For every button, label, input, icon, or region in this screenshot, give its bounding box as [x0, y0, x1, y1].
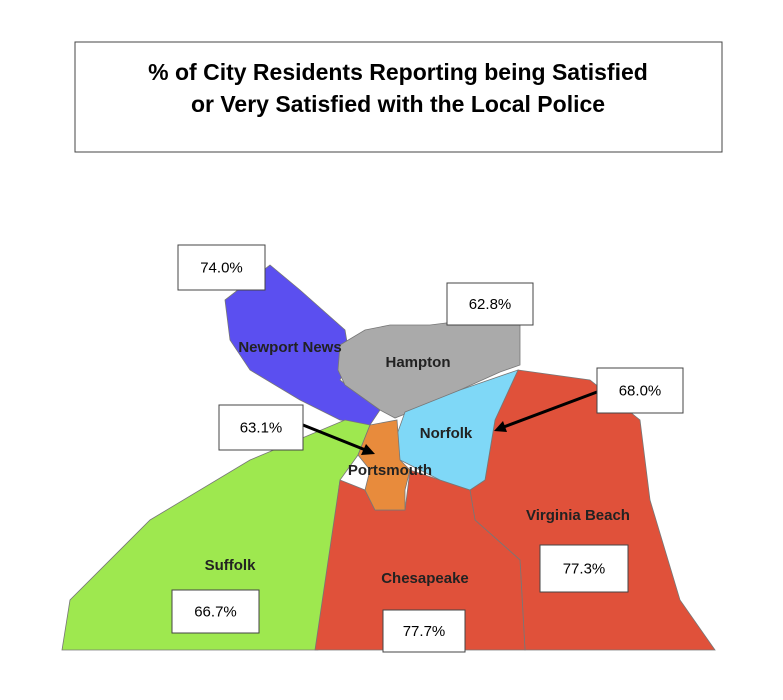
region-name: Suffolk: [205, 557, 256, 574]
region-value: 77.7%: [403, 623, 446, 640]
region-value: 62.8%: [469, 296, 512, 313]
region-shape: [357, 419, 411, 511]
regions: [61, 264, 716, 651]
arrowhead: [494, 421, 507, 432]
region-name: Norfolk: [420, 425, 473, 442]
region-name: Chesapeake: [381, 570, 469, 587]
label-box: [539, 544, 629, 593]
region-value: 77.3%: [563, 561, 606, 578]
region-value: 74.0%: [200, 260, 243, 277]
region-shape: [337, 319, 521, 419]
title: or Very Satisfied with the Local Police: [191, 91, 605, 117]
region-value: 63.1%: [240, 420, 283, 437]
region-name: Portsmouth: [348, 462, 432, 479]
region-value: 66.7%: [194, 604, 237, 621]
region-name: Hampton: [386, 354, 451, 371]
region-name: Newport News: [238, 339, 341, 356]
label-box: [596, 367, 684, 414]
region-value: 68.0%: [619, 383, 662, 400]
label-box: [218, 404, 304, 451]
label-box: [171, 589, 260, 634]
arrowhead: [361, 444, 375, 455]
label-box: [177, 244, 266, 291]
label-box: [382, 609, 466, 653]
arrow: [302, 423, 369, 453]
title: % of City Residents Reporting being Sati…: [148, 59, 648, 85]
label-box: [446, 282, 534, 326]
labels: Newport News 74.0% Hampton 62.8% Norfolk 68.0…: [171, 244, 684, 653]
region-name: Virginia Beach: [526, 507, 630, 524]
arrow: [500, 390, 598, 430]
title-box: [74, 41, 723, 153]
